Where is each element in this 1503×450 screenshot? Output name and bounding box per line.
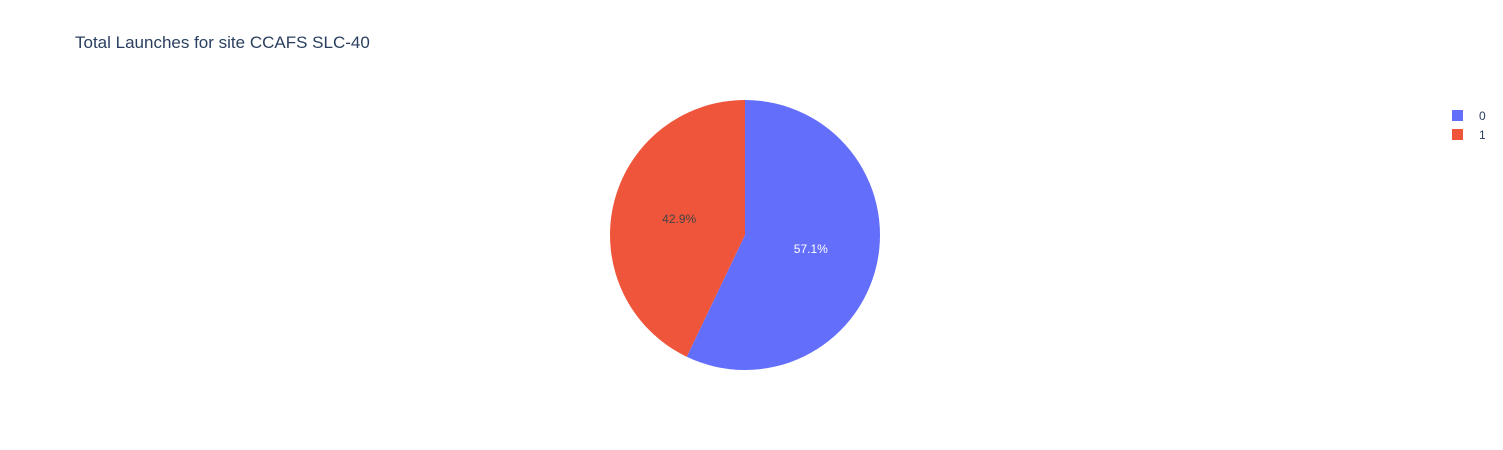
legend-item-1[interactable]: 1 [1452, 125, 1486, 144]
pie-slice-labels: 57.1% 42.9% [662, 212, 828, 256]
pie-slice-1[interactable] [610, 100, 745, 357]
legend-label-0: 0 [1479, 108, 1486, 123]
pie-slices [610, 100, 880, 370]
legend-swatch-0 [1452, 110, 1463, 121]
pie-slice-label-1: 42.9% [662, 212, 696, 226]
legend-item-0[interactable]: 0 [1452, 106, 1486, 125]
legend-label-1: 1 [1479, 127, 1486, 142]
pie-slice-label-0: 57.1% [794, 242, 828, 256]
chart-title: Total Launches for site CCAFS SLC-40 [75, 33, 370, 52]
legend: 0 1 [1452, 106, 1486, 144]
legend-swatch-1 [1452, 129, 1463, 140]
pie-slice-0[interactable] [686, 100, 880, 370]
